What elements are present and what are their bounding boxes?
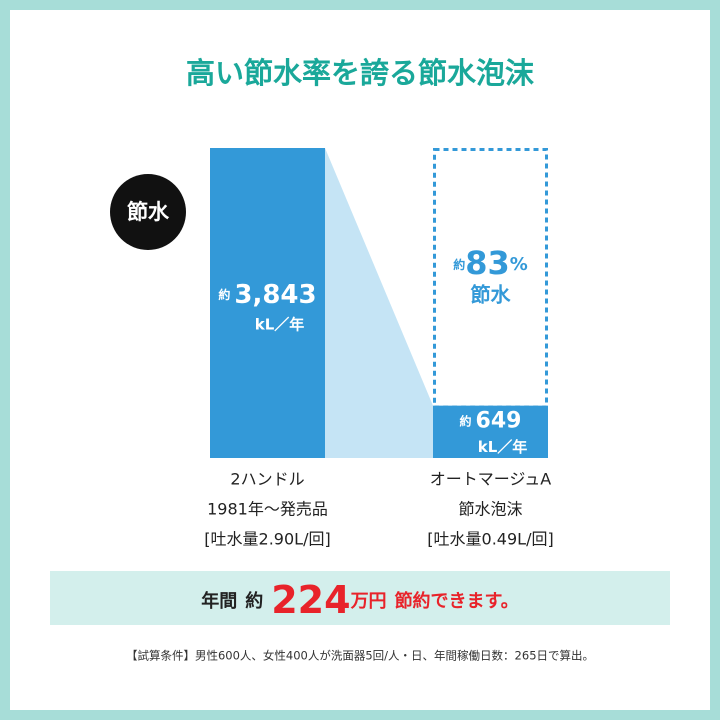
unit-label: kL／年	[478, 438, 528, 456]
value-label: 約 649	[460, 409, 522, 434]
bar	[433, 405, 548, 458]
category-label: オートマージュA	[430, 470, 552, 489]
savings-unit: %	[510, 254, 528, 275]
savings-value: 83	[465, 244, 510, 282]
value-prefix: 約	[218, 287, 230, 302]
category-label: 節水泡沫	[458, 500, 522, 519]
unit-label: kL／年	[255, 316, 305, 334]
category-label: 1981年～発売品	[207, 500, 328, 519]
savings-prefix: 約	[453, 257, 465, 272]
banner-value: 224	[271, 578, 350, 622]
value-number: 649	[476, 409, 522, 434]
title: 高い節水率を誇る節水泡沫	[186, 56, 534, 90]
banner-text: 年間約 224万円 節約できます。	[201, 578, 519, 622]
value-label: 約 3,843	[218, 280, 316, 310]
banner-lead: 年間	[201, 590, 237, 612]
savings-label: 節水	[471, 283, 512, 307]
banner-prefix: 約	[245, 590, 263, 612]
footnote: 【試算条件】男性600人、女性400人が洗面器5回/人・日、年間稼働日数：265…	[126, 649, 594, 663]
category-label: 2ハンドル	[230, 470, 304, 489]
banner-tail: 節約できます。	[395, 590, 519, 612]
bar	[210, 148, 325, 458]
banner-unit: 万円	[350, 591, 387, 612]
savings-rate: 約83%	[453, 244, 528, 282]
badge	[110, 174, 186, 250]
connector	[325, 148, 433, 458]
value-prefix: 約	[460, 413, 472, 428]
banner	[50, 571, 670, 625]
category-label: [吐水量2.90L/回]	[204, 530, 330, 549]
value-number: 3,843	[234, 280, 316, 310]
category-label: [吐水量0.49L/回]	[427, 530, 553, 549]
badge-text: 節水	[127, 200, 170, 224]
